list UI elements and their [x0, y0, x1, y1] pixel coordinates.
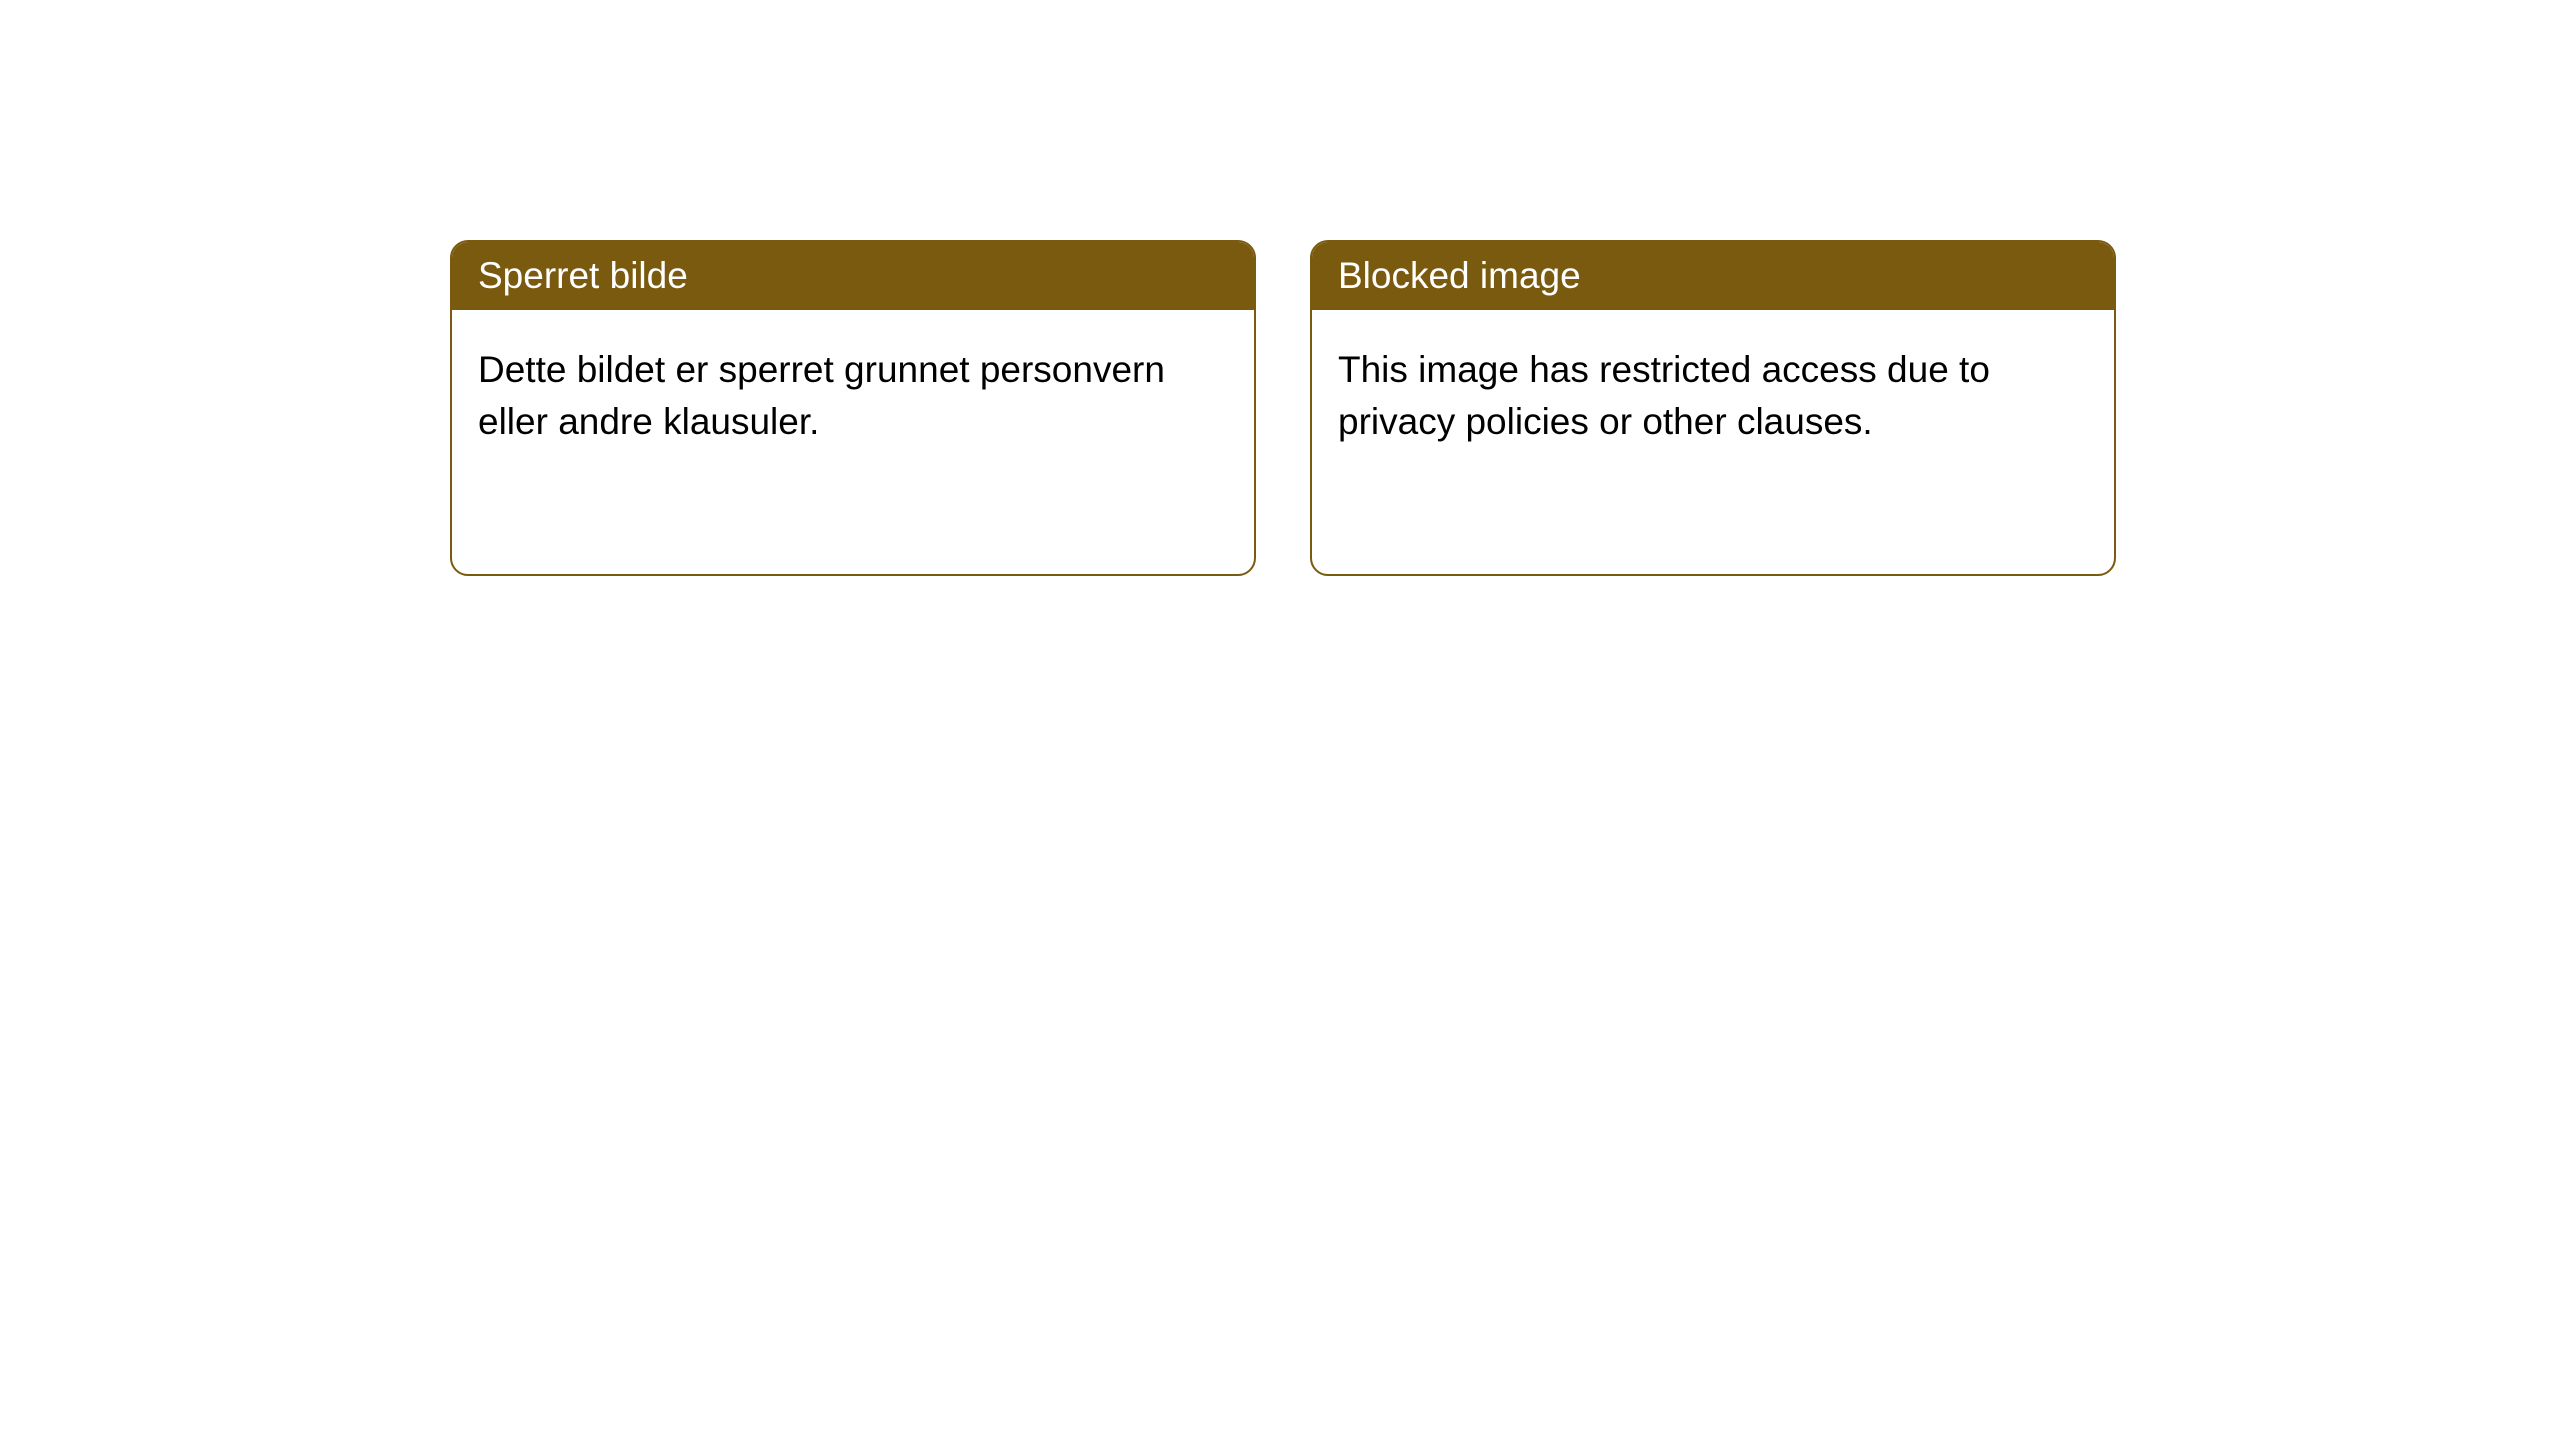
notice-card-norwegian: Sperret bilde Dette bildet er sperret gr… [450, 240, 1256, 576]
notice-body: This image has restricted access due to … [1312, 310, 2114, 482]
notice-body: Dette bildet er sperret grunnet personve… [452, 310, 1254, 482]
notice-header: Blocked image [1312, 242, 2114, 310]
notice-title: Blocked image [1338, 255, 1581, 296]
notice-header: Sperret bilde [452, 242, 1254, 310]
notice-body-text: This image has restricted access due to … [1338, 349, 1990, 442]
notice-card-english: Blocked image This image has restricted … [1310, 240, 2116, 576]
notice-title: Sperret bilde [478, 255, 688, 296]
notices-container: Sperret bilde Dette bildet er sperret gr… [450, 240, 2116, 576]
notice-body-text: Dette bildet er sperret grunnet personve… [478, 349, 1165, 442]
